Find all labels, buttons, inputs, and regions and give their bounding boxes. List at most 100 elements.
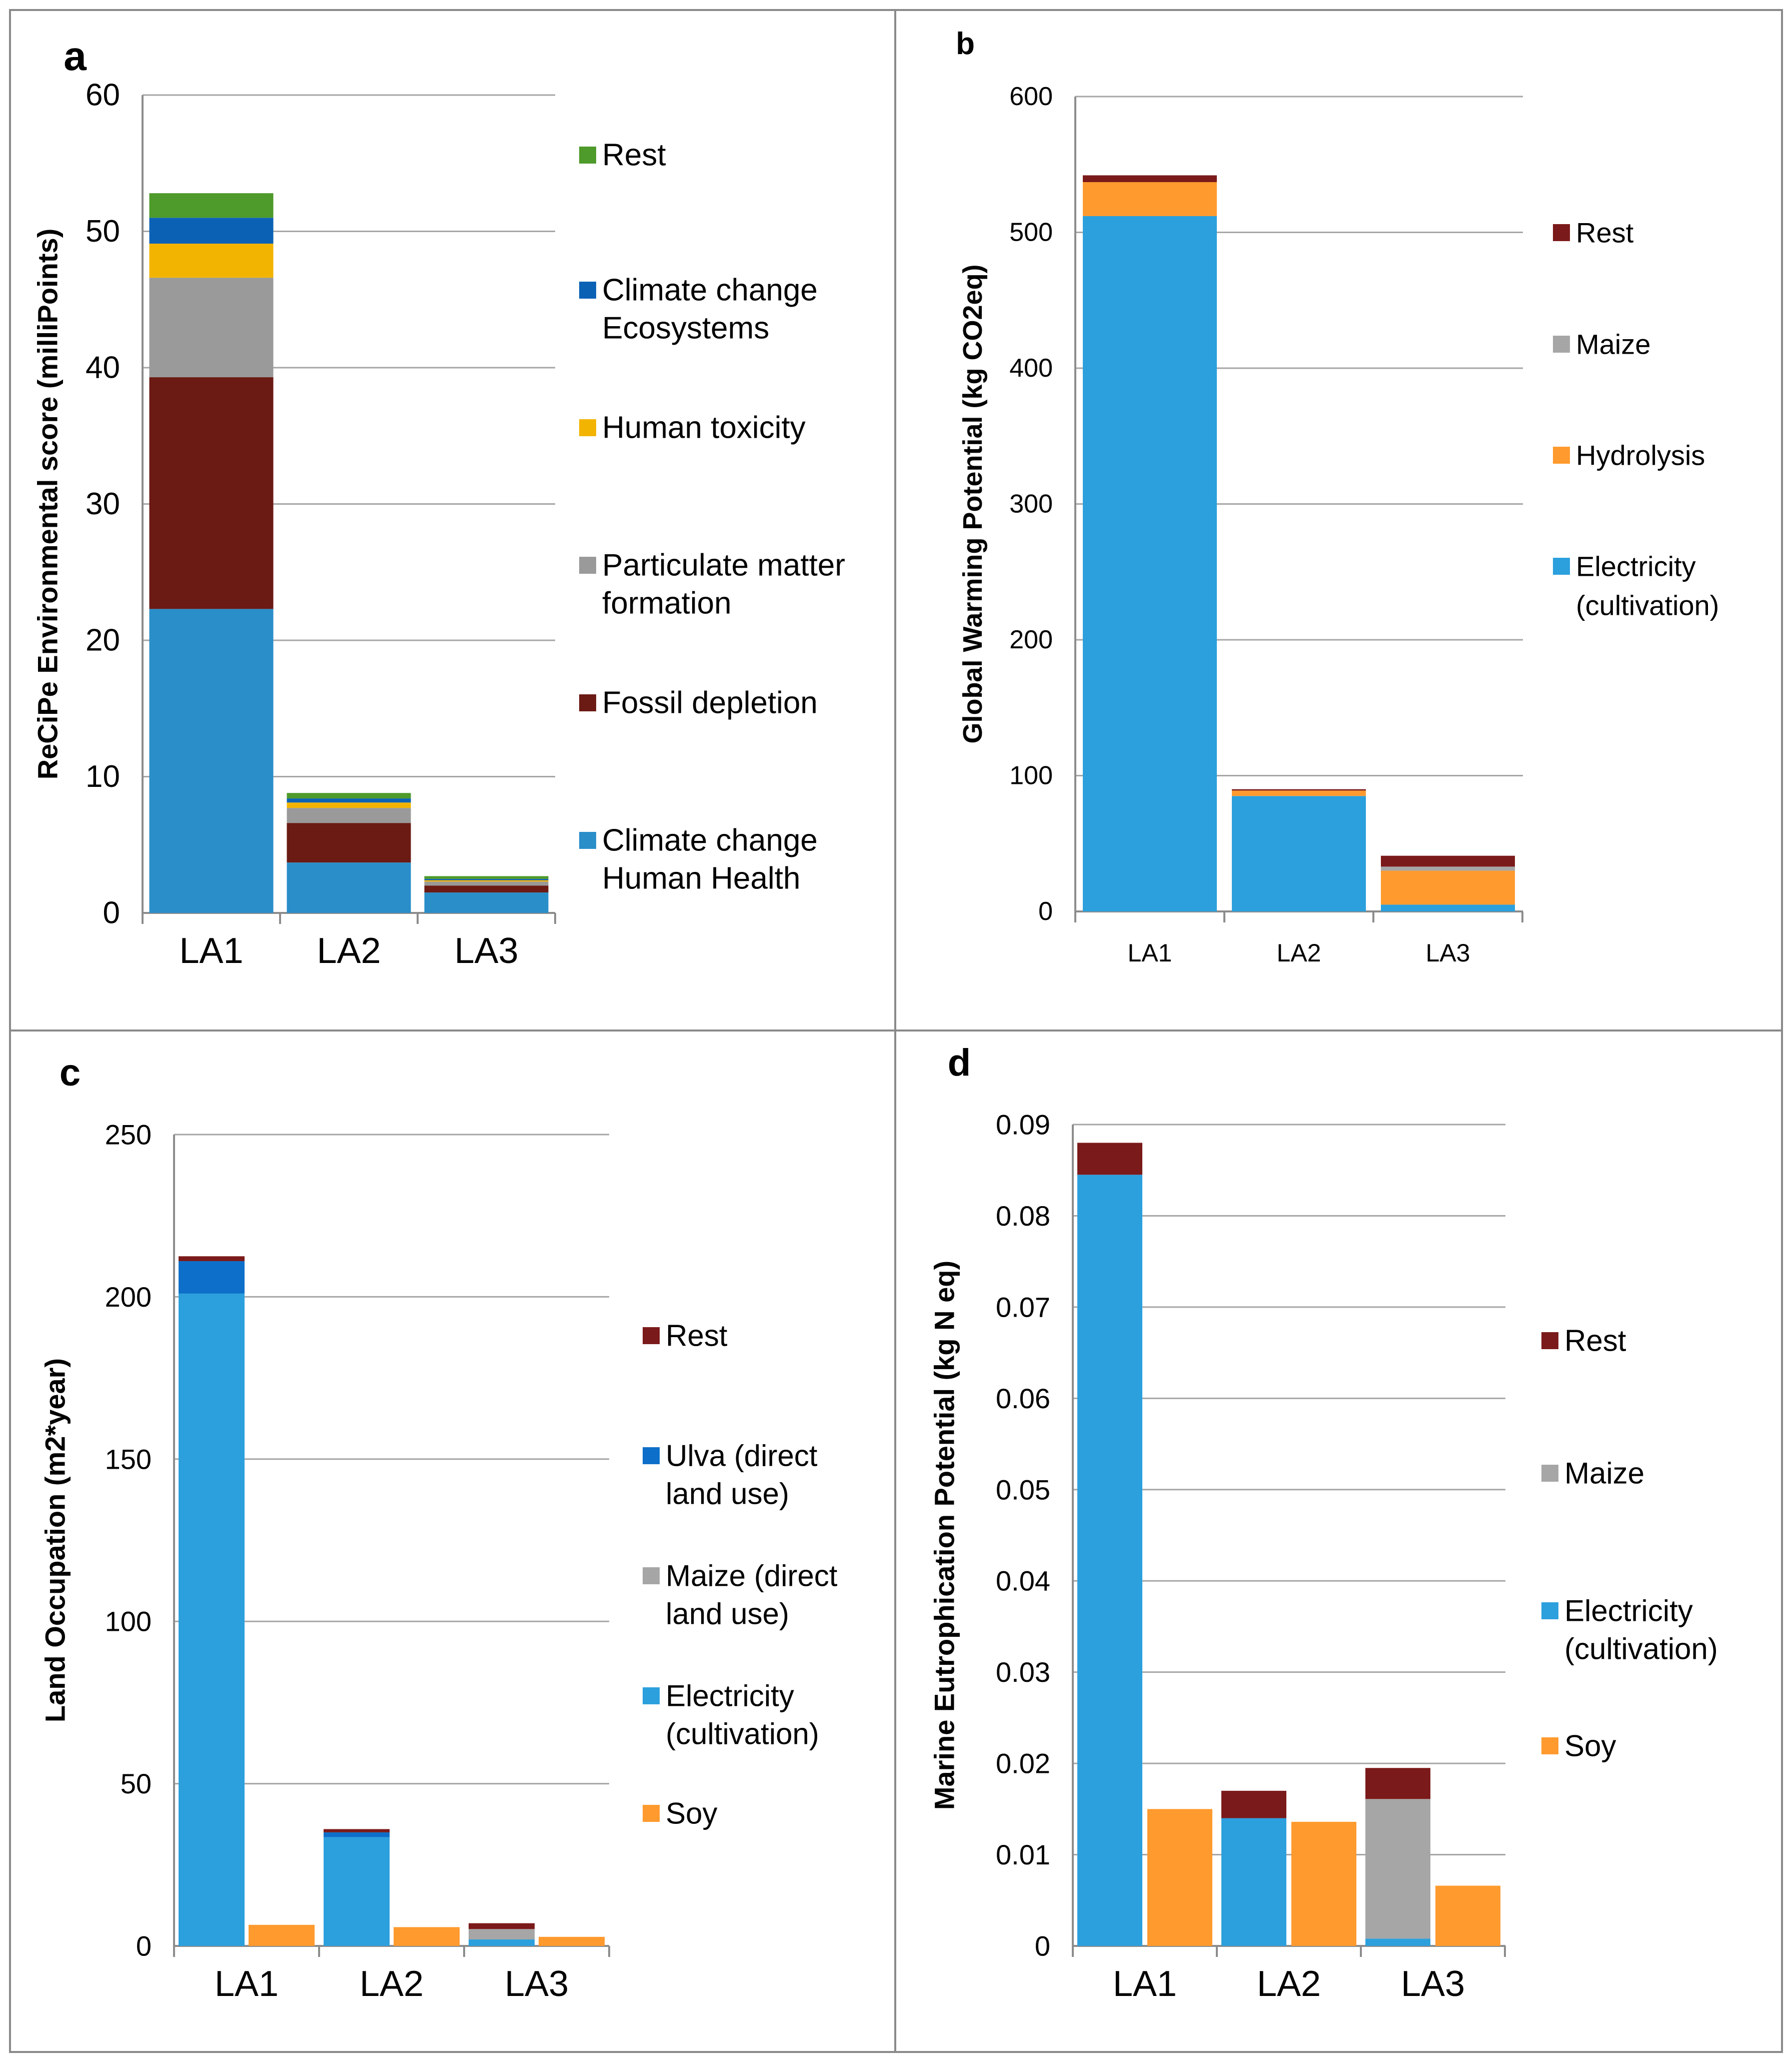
bar-segment-climate-change-human-health-la1 [149,609,274,913]
chart-a: a 0 10 20 30 40 50 60 ReCiPe Environmental score… [32,34,845,971]
legend-swatch-rest [1541,1332,1558,1349]
bar-segment-maize-la3 [1365,1799,1430,1939]
legend-label-particulate-matter-formation: Particulate matter [602,548,845,583]
bar-segment-soy-la2 [1291,1821,1356,1946]
legend-label-climate-change-ecosystems: Climate change [602,273,818,308]
legend-label-electricity-cultivation: Electricity [1564,1594,1693,1628]
bar-segment-electricity-cultivation-la1 [1083,216,1217,911]
chart-b: b 0 100 200 300 400 500 600 Global Warming Poten… [956,27,1719,967]
bar-segment-climate-change-ecosystems-la3 [424,878,549,880]
bar-segment-rest-la2 [287,793,411,799]
y-tick-label: 0 [1035,1930,1050,1962]
y-axis-title: Land Occupation (m2*year) [40,1358,71,1722]
y-tick-label: 0.01 [996,1839,1050,1870]
bar-segment-soy-la3 [1435,1885,1500,1946]
legend-label-rest: Rest [602,138,666,173]
legend-swatch-rest [579,147,596,164]
legend-swatch-hydrolysis [1553,447,1570,464]
y-tick-label: 30 [86,487,120,521]
y-tick-label: 300 [1009,490,1053,519]
bar-segment-fossil-depletion-la3 [424,885,549,893]
legend-label-hydrolysis: Hydrolysis [1576,440,1705,471]
legend-label-electricity-cultivation: (cultivation) [1576,590,1719,621]
legend-label-electricity-cultivation: Electricity [666,1679,794,1713]
bar-segment-rest-la3 [1365,1768,1430,1799]
legend-swatch-maize-direct-land-use [643,1567,660,1584]
bar-segment-rest-la3 [424,876,549,879]
y-tick-label: 0.06 [996,1383,1050,1414]
bar-segment-soy-la2 [394,1927,460,1946]
y-tick-label: 0 [1038,897,1053,926]
bar-segment-rest-la1 [1077,1143,1142,1175]
y-tick-label: 60 [86,78,120,113]
x-category-label: LA2 [317,931,381,971]
panel-label-a: a [64,34,87,79]
legend-label-electricity-cultivation: (cultivation) [666,1717,819,1751]
bar-segment-ulva-direct-land-use-la1 [179,1261,245,1294]
y-axis-title: Global Warming Potential (kg CO2eq) [958,264,988,743]
bar-segment-fossil-depletion-la1 [149,377,274,609]
y-tick-label: 50 [121,1768,152,1799]
bar-segment-fossil-depletion-la2 [287,823,411,863]
legend-label-electricity-cultivation: Electricity [1576,551,1696,582]
bar-segment-rest-la1 [179,1256,245,1262]
chart-c: c 0 50 100 150 200 250 Land Occupation (m2*year… [40,1052,838,2004]
bar-segment-rest-la2 [1232,789,1366,791]
x-category-label: LA3 [1401,1964,1465,2004]
legend-swatch-ulva-direct-land-use [643,1447,660,1464]
legend-label-human-toxicity: Human toxicity [602,411,806,445]
legend-label-soy: Soy [1564,1729,1616,1763]
x-category-label: LA1 [179,931,243,971]
legend-label-electricity-cultivation: (cultivation) [1564,1632,1718,1666]
legend-label-ulva-direct-land-use: land use) [666,1477,789,1511]
bar-segment-climate-change-human-health-la3 [424,892,549,913]
panel-label-b: b [956,27,975,61]
x-category-label: LA3 [454,931,518,971]
y-tick-label: 100 [1009,761,1053,790]
legend-label-rest: Rest [1564,1324,1626,1358]
legend-swatch-maize [1541,1465,1558,1482]
bar-segment-soy-la1 [249,1924,315,1946]
legend-swatch-rest [643,1327,660,1344]
bar-segment-electricity-cultivation-la1 [179,1293,245,1946]
legend-label-maize-direct-land-use: Maize (direct [666,1559,838,1593]
x-category-label: LA2 [1257,1964,1321,2004]
x-category-label: LA3 [505,1964,569,2004]
bar-segment-particulate-matter-formation-la2 [287,808,411,823]
y-tick-label: 0.09 [996,1109,1050,1141]
bar-segment-soy-la3 [539,1936,605,1946]
legend-swatch-electricity-cultivation [643,1687,660,1704]
legend-label-ulva-direct-land-use: Ulva (direct [666,1439,818,1473]
legend-label-particulate-matter-formation: formation [602,586,731,621]
legend-swatch-soy [1541,1737,1558,1754]
x-category-label: LA1 [1113,1964,1177,2004]
y-tick-label: 50 [86,214,120,249]
x-category-label: LA2 [360,1964,424,2004]
y-tick-label: 0.05 [996,1474,1050,1505]
x-category-label: LA3 [1426,939,1470,967]
y-tick-label: 20 [86,623,120,658]
y-tick-label: 0.04 [996,1565,1050,1597]
y-tick-label: 200 [105,1281,152,1313]
legend-label-climate-change-ecosystems: Ecosystems [602,311,769,346]
y-tick-label: 10 [86,759,120,794]
bar-segment-electricity-cultivation-la2 [1221,1818,1286,1946]
bar-segment-hydrolysis-la3 [1381,870,1515,905]
y-tick-label: 600 [1009,82,1053,111]
y-axis-title: ReCiPe Environmental score (milliPoints) [32,229,64,780]
legend-label-climate-change-human-health: Climate change [602,823,818,858]
bar-segment-rest-la2 [1221,1790,1286,1818]
panel-label-d: d [948,1042,971,1084]
x-category-label: LA1 [1128,939,1172,967]
legend-label-maize: Maize [1576,329,1650,360]
legend-label-rest: Rest [1576,217,1634,249]
bar-segment-hydrolysis-la2 [1232,790,1366,796]
y-tick-label: 400 [1009,354,1053,383]
y-tick-label: 0.03 [996,1656,1050,1688]
y-tick-label: 500 [1009,218,1053,247]
panel-c-frame [9,1029,896,2053]
legend-swatch-fossil-depletion [579,694,596,711]
bar-segment-human-toxicity-la2 [287,802,411,808]
bar-segment-particulate-matter-formation-la1 [149,278,274,378]
legend-swatch-particulate-matter-formation [579,557,596,574]
